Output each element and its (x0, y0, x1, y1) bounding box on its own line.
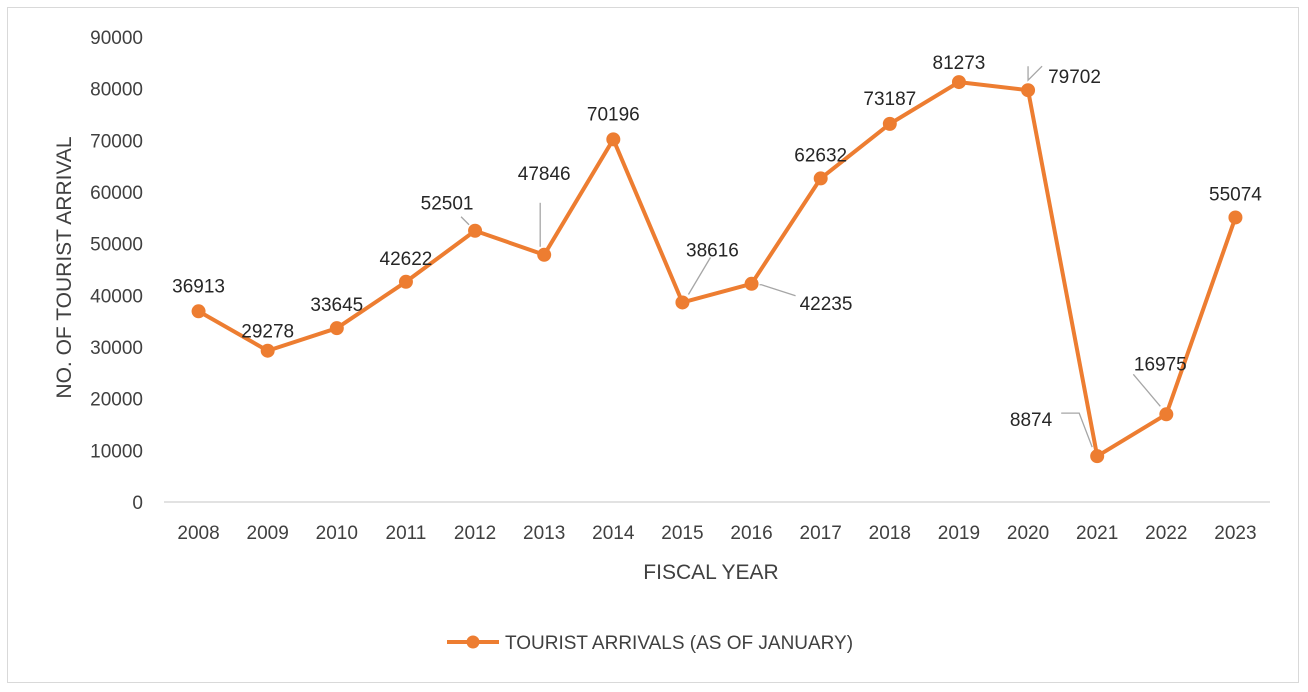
y-tick-label: 50000 (90, 235, 143, 256)
y-tick-label: 60000 (90, 183, 143, 204)
y-axis-title: NO. OF TOURIST ARRIVAL (53, 136, 76, 398)
y-tick-label: 20000 (90, 390, 143, 411)
legend: TOURIST ARRIVALS (AS OF JANUARY) (447, 633, 853, 654)
data-point (1090, 449, 1105, 464)
data-label: 29278 (241, 322, 294, 343)
data-point (537, 247, 552, 262)
leader-lines (460, 65, 1161, 448)
data-point (329, 321, 344, 336)
data-label: 52501 (421, 194, 474, 215)
data-label: 38616 (686, 240, 739, 261)
data-label: 79702 (1048, 67, 1101, 88)
x-tick-label: 2018 (869, 523, 911, 544)
data-label: 42235 (800, 294, 853, 315)
data-label: 73187 (863, 89, 916, 110)
data-point (882, 116, 897, 131)
data-label: 47846 (518, 164, 571, 185)
series-markers (191, 75, 1243, 464)
leader-line (687, 257, 711, 295)
x-tick-label: 2015 (661, 523, 703, 544)
leader-line (1027, 65, 1043, 82)
data-point (1228, 210, 1243, 225)
data-label: 70196 (587, 104, 640, 125)
leader-line (1132, 373, 1161, 407)
x-tick-label: 2020 (1007, 523, 1049, 544)
y-axis-ticks: 0 10000 20000 30000 40000 50000 60000 70000 8000… (90, 28, 143, 514)
leader-line (460, 216, 470, 226)
data-label: 36913 (172, 276, 225, 297)
data-label: 8874 (1010, 410, 1053, 431)
y-tick-label: 80000 (90, 80, 143, 101)
data-labels: 36913 29278 33645 42622 52501 47846 70196 38616… (172, 53, 1262, 431)
data-point (468, 223, 483, 238)
series-line (196, 80, 1238, 459)
y-tick-label: 90000 (90, 28, 143, 49)
chart-frame (7, 7, 1299, 683)
x-tick-label: 2014 (592, 523, 635, 544)
data-point (606, 132, 621, 147)
x-tick-label: 2016 (730, 523, 772, 544)
x-tick-label: 2022 (1145, 523, 1187, 544)
data-point (1159, 407, 1174, 422)
x-axis-ticks: 2008 2009 2010 2011 2012 2013 2014 2015 2016 2017… (177, 523, 1256, 544)
data-point (951, 75, 966, 90)
data-point (260, 343, 275, 358)
legend-series-name: TOURIST ARRIVALS (AS OF JANUARY) (505, 633, 853, 654)
y-tick-label: 10000 (90, 441, 143, 462)
y-tick-label: 70000 (90, 131, 143, 152)
x-tick-label: 2019 (938, 523, 980, 544)
x-tick-label: 2009 (247, 523, 289, 544)
data-label: 42622 (380, 249, 433, 270)
x-tick-label: 2017 (800, 523, 842, 544)
data-label: 62632 (794, 145, 847, 166)
y-tick-label: 0 (132, 493, 143, 514)
data-point (813, 171, 828, 186)
x-tick-label: 2023 (1214, 523, 1256, 544)
x-tick-label: 2012 (454, 523, 496, 544)
data-point (744, 276, 759, 291)
data-label: 81273 (933, 53, 986, 74)
y-tick-label: 30000 (90, 338, 143, 359)
x-axis-title: FISCAL YEAR (643, 561, 778, 584)
data-point (1021, 83, 1036, 98)
data-point (191, 304, 206, 319)
x-tick-label: 2010 (316, 523, 358, 544)
data-point (398, 274, 413, 289)
x-tick-label: 2008 (177, 523, 219, 544)
leader-line (759, 284, 796, 297)
x-tick-label: 2011 (386, 523, 427, 544)
legend-marker-swatch (466, 635, 480, 649)
leader-line (1061, 412, 1093, 448)
data-label: 55074 (1209, 184, 1262, 205)
data-label: 33645 (310, 295, 363, 316)
data-label: 16975 (1134, 354, 1187, 375)
x-tick-label: 2013 (523, 523, 565, 544)
y-tick-label: 40000 (90, 286, 143, 307)
data-point (675, 295, 690, 310)
x-tick-label: 2021 (1076, 523, 1118, 544)
